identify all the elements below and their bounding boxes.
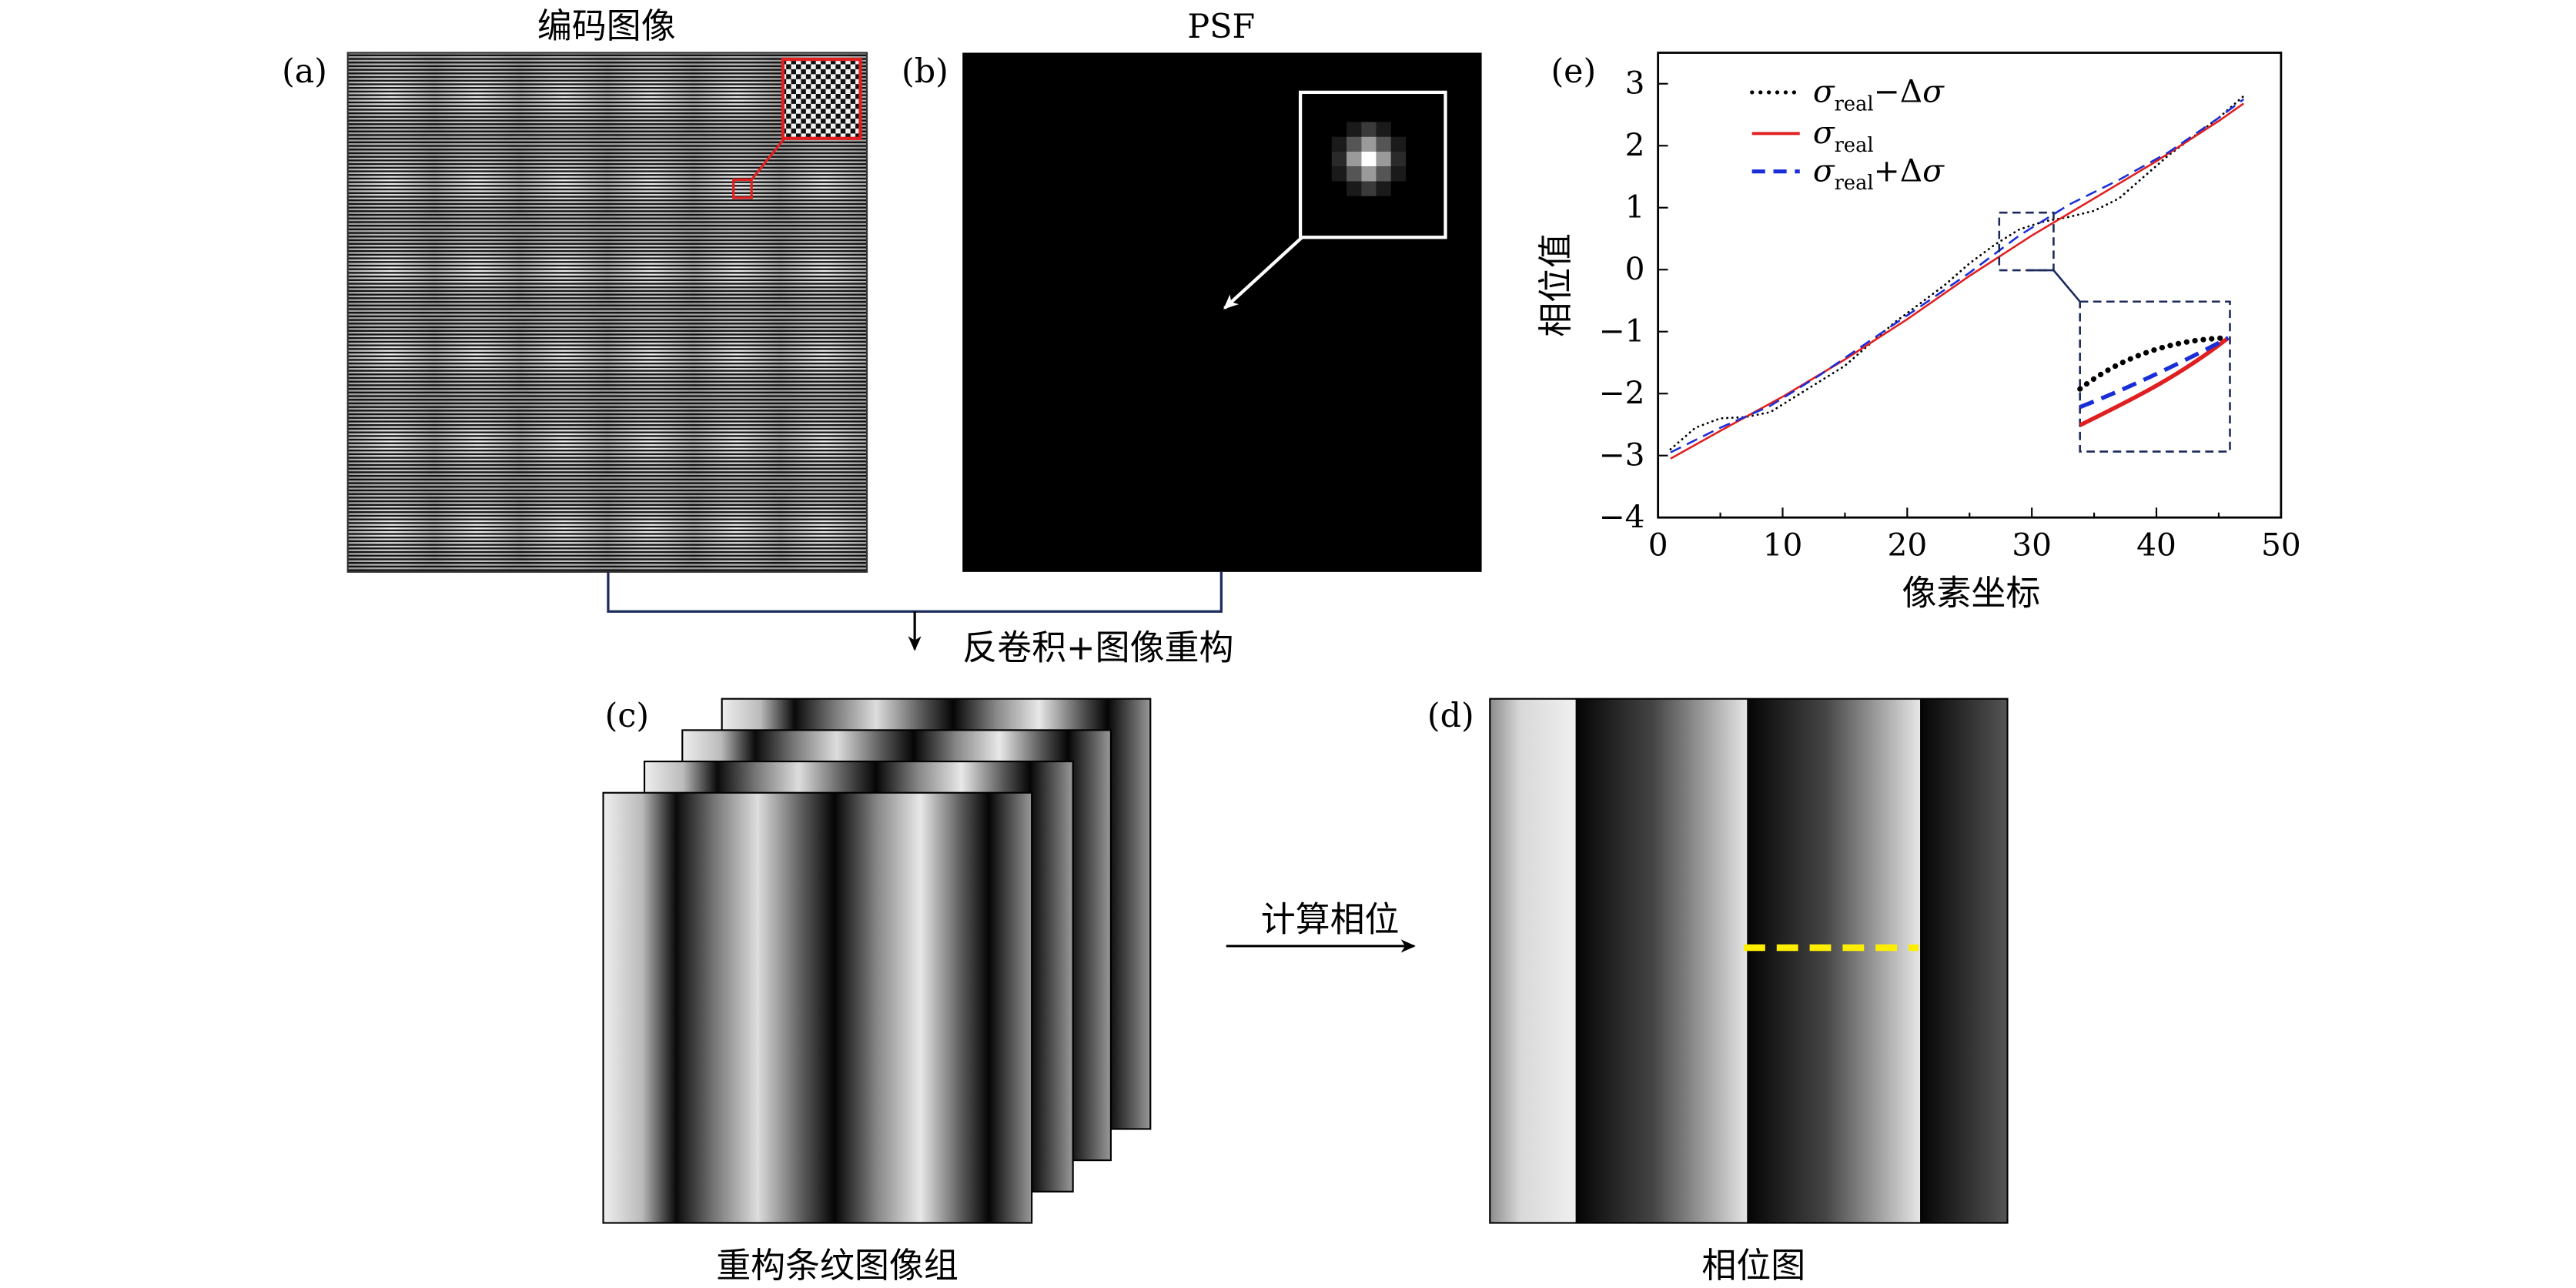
panel-e-label: (e) (1551, 52, 1596, 91)
flow-reconstruct-label: 反卷积+图像重构 (962, 627, 1233, 667)
fringe-image-1 (602, 791, 1033, 1224)
x-tick-label: 30 (2012, 526, 2052, 563)
chart-zoom-connector (2027, 269, 2081, 303)
y-tick-label: −1 (1599, 313, 1645, 350)
psf-spot (1331, 122, 1407, 196)
zoom-inset (781, 57, 862, 140)
legend-label-plus: σreal+Δσ (1813, 152, 1945, 195)
panel-a: (a) 编码图像 (282, 5, 868, 573)
flow-connector: 反卷积+图像重构 (607, 571, 1233, 667)
psf-pointer-arrow (1223, 236, 1303, 309)
x-tick-label: 50 (2261, 526, 2301, 563)
panel-b: (b) PSF (902, 8, 1482, 572)
panel-c-caption: 重构条纹图像组 (716, 1245, 958, 1286)
chart-zoom (1998, 211, 2231, 453)
series-line-1 (1669, 95, 2245, 450)
coded-image-shading (347, 52, 868, 572)
phase-band-4 (1920, 698, 2008, 1223)
psf-inset (1298, 90, 1447, 239)
compute-phase-arrow: 计算相位 (1226, 899, 1416, 953)
y-tick-label: −3 (1599, 437, 1645, 473)
panel-d-label: (d) (1427, 697, 1474, 735)
series-line-2 (1670, 102, 2245, 460)
panel-d-caption: 相位图 (1701, 1245, 1805, 1286)
series-line-3 (1670, 98, 2245, 453)
zoom-connector (750, 137, 786, 181)
chart-zoom-source (1998, 211, 2055, 272)
compute-phase-label: 计算相位 (1261, 899, 1400, 940)
y-tick-label: 3 (1625, 65, 1645, 102)
chart-ticks: 0 10 20 30 40 50 −4 −3 −2 −1 0 1 2 3 (1599, 65, 2301, 564)
panel-c-label: (c) (605, 697, 649, 735)
panel-d: (d) 相位图 (1427, 697, 2009, 1286)
panel-b-title: PSF (1187, 8, 1255, 46)
chart-legend: σreal−Δσ σreal σreal+Δσ (1750, 73, 1945, 195)
panel-a-label: (a) (282, 52, 327, 91)
zoom-source-box (732, 178, 753, 199)
x-tick-label: 40 (2136, 526, 2176, 563)
y-tick-label: −4 (1599, 498, 1645, 535)
flow-bracket (607, 571, 1223, 613)
y-tick-label: −2 (1599, 374, 1645, 411)
x-tick-label: 20 (1887, 526, 1927, 563)
phase-band-1 (1490, 698, 1576, 1223)
legend-label-real: σreal (1813, 114, 1874, 157)
panel-c: (c) 重构条纹图像组 (602, 697, 1152, 1286)
panel-b-label: (b) (902, 52, 948, 91)
chart-y-axis-title: 相位值 (1535, 233, 1576, 337)
chart-x-axis-title: 像素坐标 (1902, 573, 2041, 614)
zoom-curve-minus (2077, 335, 2231, 392)
phase-band-3 (1747, 698, 1921, 1223)
panel-e: (e) 0 10 20 30 40 50 −4 −3 −2 −1 0 1 2 3 像素坐标 相位值 σre… (1535, 52, 2301, 614)
y-tick-label: 1 (1625, 189, 1645, 226)
chart-series (1669, 95, 2245, 460)
zoom-curve-plus (2079, 336, 2230, 410)
y-tick-label: 0 (1625, 250, 1645, 287)
legend-label-minus: σreal−Δσ (1813, 73, 1945, 116)
y-tick-label: 2 (1625, 126, 1645, 163)
x-tick-label: 0 (1648, 526, 1668, 563)
zoom-curve-real (2079, 336, 2230, 427)
panel-a-title: 编码图像 (537, 5, 676, 46)
phase-band-2 (1575, 698, 1748, 1223)
x-tick-label: 10 (1763, 526, 1803, 563)
